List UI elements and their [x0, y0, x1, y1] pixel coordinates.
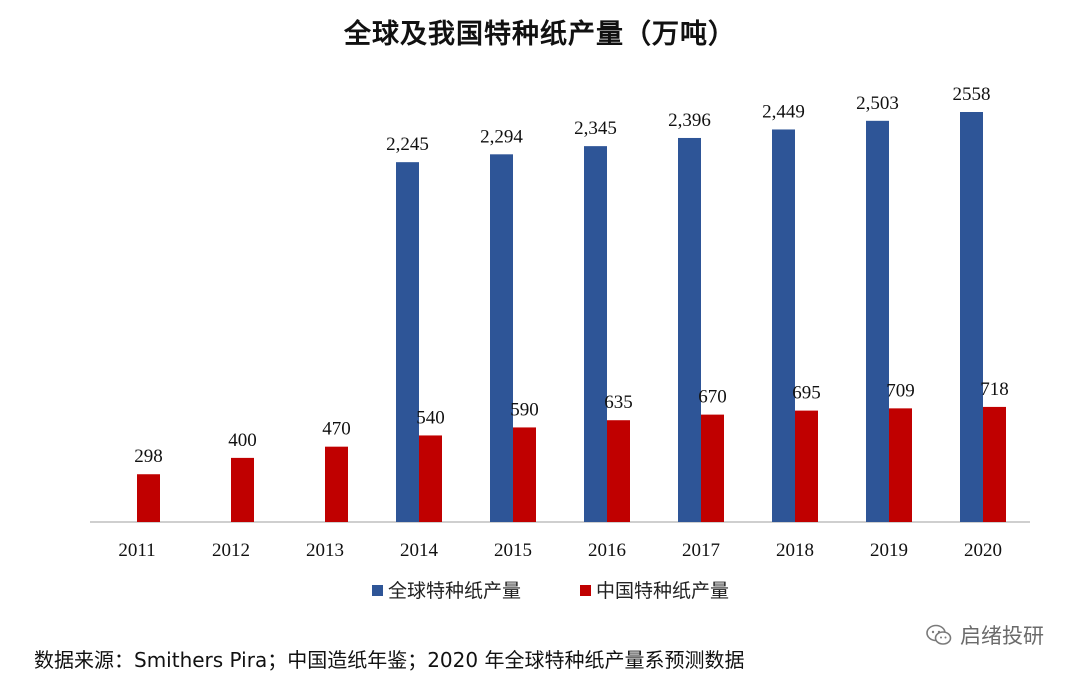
x-tick-2015: 2015: [494, 540, 532, 561]
x-tick-2012: 2012: [212, 540, 250, 561]
x-tick-2014: 2014: [400, 540, 439, 561]
china-bar-2019: [889, 408, 912, 522]
wechat-icon: [926, 624, 952, 645]
x-tick-2017: 2017: [682, 540, 720, 561]
x-tick-2011: 2011: [118, 540, 155, 561]
global-value-label-2020: 2558: [953, 84, 991, 105]
watermark: 启绪投研: [926, 620, 1044, 650]
chart-title: 全球及我国特种纸产量（万吨）: [344, 19, 736, 50]
legend-china-swatch: [580, 585, 591, 596]
global-value-label-2016: 2,345: [574, 118, 617, 139]
global-bar-2014: [396, 162, 419, 523]
global-value-label-2015: 2,294: [480, 126, 523, 147]
global-value-label-2018: 2,449: [762, 101, 805, 122]
china-value-label-2020: 718: [980, 379, 1009, 400]
x-tick-2018: 2018: [776, 540, 814, 561]
china-bar-2020: [983, 406, 1006, 522]
china-value-label-2013: 470: [322, 419, 351, 440]
global-bar-2018: [772, 129, 795, 522]
china-bar-2017: [701, 414, 724, 522]
china-value-label-2012: 400: [228, 430, 257, 451]
china-value-label-2015: 590: [510, 399, 539, 420]
china-bar-2015: [513, 427, 536, 522]
global-bar-2019: [866, 120, 889, 522]
china-bar-2013: [325, 446, 348, 522]
global-value-label-2019: 2,503: [856, 93, 899, 114]
china-bar-2011: [137, 474, 160, 522]
china-value-label-2017: 670: [698, 387, 727, 408]
x-tick-labels-group: 2011 2012 2013 2014 2015 2016 2017 2018 2019 2020: [118, 540, 1002, 561]
china-value-label-2014: 540: [416, 407, 445, 428]
global-value-label-2017: 2,396: [668, 110, 711, 131]
x-tick-2019: 2019: [870, 540, 908, 561]
china-bar-2018: [795, 410, 818, 522]
legend-global-swatch: [372, 585, 383, 596]
global-bar-2020: [960, 112, 983, 522]
china-bar-2012: [231, 457, 254, 522]
legend-china-label: 中国特种纸产量: [596, 580, 729, 602]
value-labels-group: 298 400 470 2,245 540 2,294 590 2,345 635 2,396 67…: [134, 84, 1009, 467]
global-bar-2015: [490, 154, 513, 522]
china-value-label-2016: 635: [604, 392, 633, 413]
china-value-label-2019: 709: [886, 380, 915, 401]
bars-group: [137, 112, 1006, 523]
global-value-label-2014: 2,245: [386, 134, 429, 155]
global-bar-2016: [584, 146, 607, 522]
x-tick-2020: 2020: [964, 540, 1002, 561]
legend: 全球特种纸产量 中国特种纸产量: [372, 580, 729, 602]
global-bar-2017: [678, 137, 701, 523]
x-tick-2016: 2016: [588, 540, 626, 561]
china-bar-2014: [419, 435, 442, 522]
legend-global-label: 全球特种纸产量: [388, 580, 521, 602]
china-bar-2016: [607, 420, 630, 522]
x-tick-2013: 2013: [306, 540, 344, 561]
china-value-label-2018: 695: [792, 383, 821, 404]
china-value-label-2011: 298: [134, 446, 163, 467]
source-note: 数据来源：Smithers Pira；中国造纸年鉴；2020 年全球特种纸产量系…: [34, 648, 745, 672]
watermark-text: 启绪投研: [960, 624, 1044, 648]
